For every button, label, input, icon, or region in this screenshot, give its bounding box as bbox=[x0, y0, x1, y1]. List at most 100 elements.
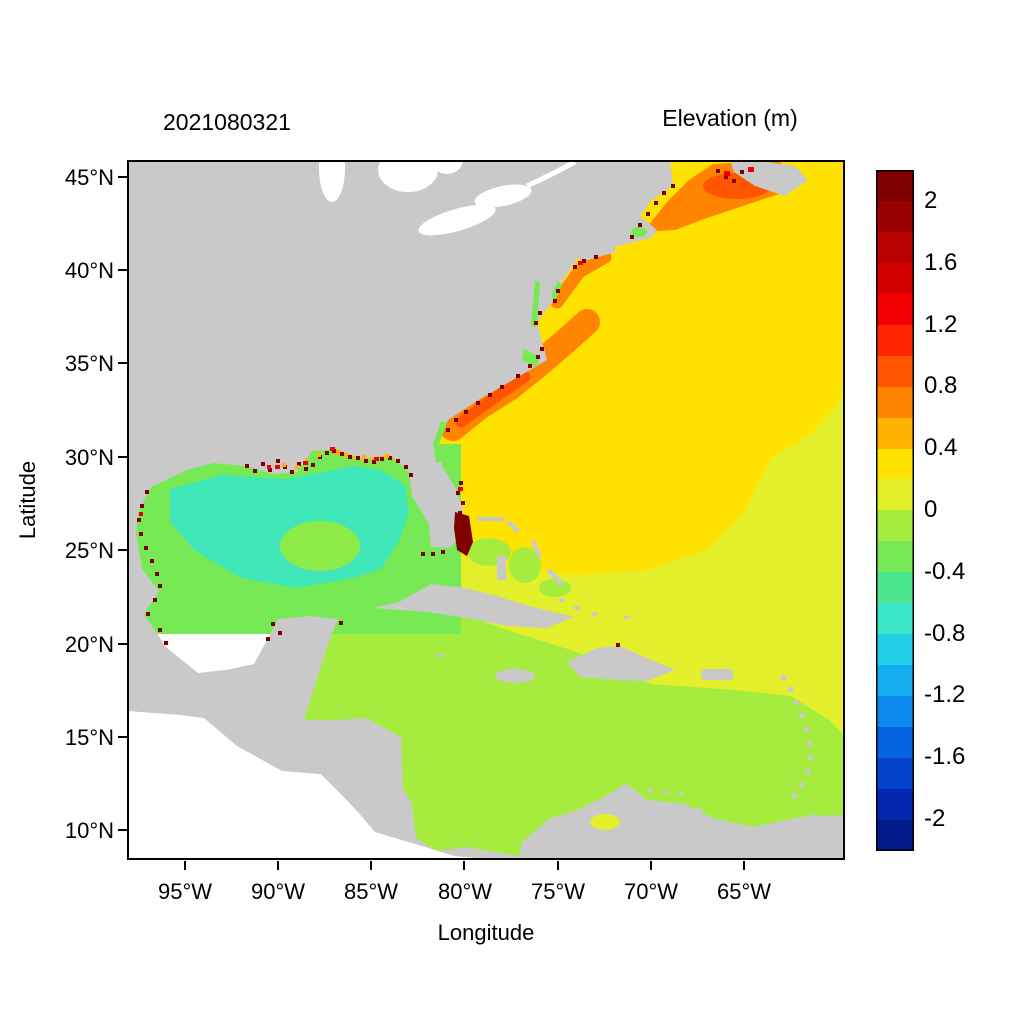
y-tick-mark bbox=[118, 736, 127, 738]
x-tick-mark bbox=[277, 861, 279, 870]
y-tick-mark bbox=[118, 269, 127, 271]
georgia-coastal-green bbox=[432, 420, 447, 463]
colorbar-segment bbox=[876, 572, 914, 604]
colorbar-segment bbox=[876, 665, 914, 697]
y-axis-label: Latitude bbox=[15, 460, 40, 540]
coastal-maxima-dark-red-speckles bbox=[137, 169, 744, 647]
cb-tick-m1-2: -1.2 bbox=[924, 681, 966, 708]
coastal-maxima-red-speckles bbox=[139, 167, 754, 516]
map-plot bbox=[127, 134, 845, 860]
cb-tick-1-6: 1.6 bbox=[924, 249, 958, 276]
abaco bbox=[507, 520, 520, 533]
y-tick-mark bbox=[118, 176, 127, 178]
colorbar-segment bbox=[876, 449, 914, 481]
y-tick-20n: 20°N bbox=[64, 632, 114, 657]
colorbar-segment bbox=[876, 541, 914, 573]
gulf-loop-current-ring bbox=[280, 521, 360, 571]
chesapeake-bay bbox=[531, 280, 540, 327]
colorbar-segment bbox=[876, 634, 914, 666]
y-tick-40n: 40°N bbox=[64, 258, 114, 283]
grand-bahama bbox=[477, 517, 505, 521]
caribbean-islands bbox=[373, 517, 821, 825]
cb-tick-m2: -2 bbox=[924, 805, 946, 832]
colorbar-segment bbox=[876, 603, 914, 635]
colorbar-border bbox=[876, 170, 914, 851]
cb-tick-0: 0 bbox=[924, 496, 938, 523]
x-tick-80w: 80°W bbox=[437, 879, 493, 904]
x-tick-mark bbox=[463, 861, 465, 870]
y-tick-10n: 10°N bbox=[64, 818, 114, 843]
mid-atlantic-orange-band bbox=[550, 250, 612, 309]
jamaica bbox=[495, 669, 535, 683]
cb-tick-0-4: 0.4 bbox=[924, 434, 958, 461]
x-tick-mark bbox=[650, 861, 652, 870]
st-lawrence-river bbox=[525, 159, 577, 189]
land-mass bbox=[127, 160, 845, 860]
colorbar-segment bbox=[876, 696, 914, 728]
nantucket-shoals bbox=[631, 227, 647, 237]
y-tick-45n: 45°N bbox=[64, 165, 114, 190]
cayman bbox=[437, 654, 445, 657]
map-svg bbox=[127, 134, 845, 860]
andros bbox=[497, 556, 506, 580]
y-tick-25n: 25°N bbox=[64, 538, 114, 563]
plot-border bbox=[127, 160, 845, 860]
x-tick-95w: 95°W bbox=[157, 879, 213, 904]
y-tick-mark bbox=[118, 829, 127, 831]
y-tick-mark bbox=[118, 549, 127, 551]
x-tick-mark bbox=[557, 861, 559, 870]
colorbar-segment bbox=[876, 418, 914, 450]
y-tick-30n: 30°N bbox=[64, 445, 114, 470]
trinidad bbox=[806, 815, 821, 825]
x-tick-85w: 85°W bbox=[343, 879, 399, 904]
long-island-bahamas bbox=[547, 568, 564, 586]
colorbar-segment bbox=[876, 727, 914, 759]
timestamp-title: 2021080321 bbox=[163, 109, 291, 135]
miami-dark-red-blob bbox=[454, 512, 473, 556]
y-tick-35n: 35°N bbox=[64, 351, 114, 376]
hispaniola bbox=[567, 646, 675, 681]
colorbar-segment bbox=[876, 170, 914, 202]
y-tick-mark bbox=[118, 362, 127, 364]
maracaibo-patch bbox=[590, 814, 620, 830]
pamlico-sound bbox=[522, 349, 540, 367]
cuba bbox=[373, 584, 574, 628]
y-tick-mark bbox=[118, 643, 127, 645]
y-tick-15n: 15°N bbox=[64, 725, 114, 750]
cb-tick-m0-4: -0.4 bbox=[924, 558, 966, 585]
colorbar-segment bbox=[876, 294, 914, 326]
gulf-stream-orange-core bbox=[455, 371, 531, 428]
colorbar-segment bbox=[876, 510, 914, 542]
coastal-orange-speckles bbox=[282, 453, 389, 469]
x-tick-70w: 70°W bbox=[623, 879, 679, 904]
colorbar-segment bbox=[876, 263, 914, 295]
colorbar-segment bbox=[876, 789, 914, 821]
colorbar-segment bbox=[876, 201, 914, 233]
cb-tick-2: 2 bbox=[924, 187, 938, 214]
colorbar-segment bbox=[876, 325, 914, 357]
x-axis-label: Longitude bbox=[437, 920, 535, 945]
y-tick-mark bbox=[118, 456, 127, 458]
x-tick-mark bbox=[370, 861, 372, 870]
puerto-rico bbox=[701, 669, 733, 680]
cb-tick-0-8: 0.8 bbox=[924, 372, 958, 399]
x-tick-90w: 90°W bbox=[250, 879, 306, 904]
x-tick-75w: 75°W bbox=[530, 879, 586, 904]
cb-tick-m1-6: -1.6 bbox=[924, 743, 966, 770]
colorbar-segment bbox=[876, 758, 914, 790]
x-tick-mark bbox=[184, 861, 186, 870]
cb-tick-m0-8: -0.8 bbox=[924, 620, 966, 647]
eleuthera bbox=[531, 539, 542, 558]
colorbar-segment bbox=[876, 820, 914, 851]
colorbar-svg bbox=[876, 170, 914, 851]
x-tick-65w: 65°W bbox=[716, 879, 772, 904]
colorbar bbox=[876, 170, 914, 851]
caribbean-sea-region bbox=[287, 596, 845, 860]
x-tick-mark bbox=[743, 861, 745, 870]
pacific-no-data-region bbox=[127, 711, 498, 860]
colorbar-title: Elevation (m) bbox=[662, 105, 798, 131]
colorbar-segment bbox=[876, 387, 914, 419]
cb-tick-1-2: 1.2 bbox=[924, 311, 958, 338]
colorbar-segment bbox=[876, 232, 914, 264]
